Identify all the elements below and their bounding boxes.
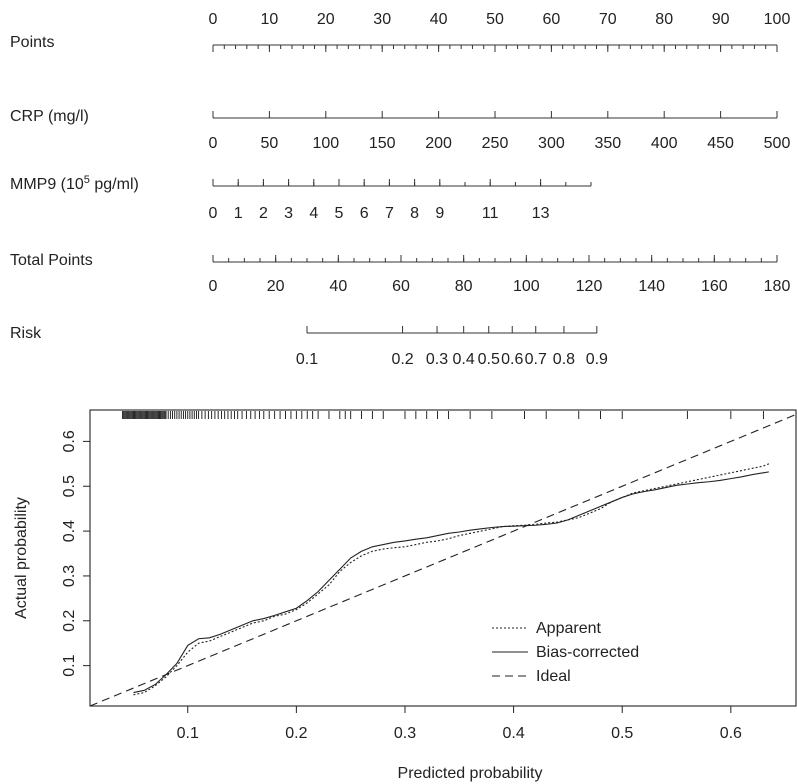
- nomogram-row-points: Points 0 10 20 30 40 50 60 70 80 90 100: [10, 11, 790, 52]
- nomogram-row-mmp9: MMP9 (105 pg/ml) 0 1 2 3 4 5 6 7 8 9 11 13: [10, 174, 592, 222]
- tick-label-risk: 0.2: [391, 351, 413, 368]
- legend-label: Ideal: [536, 668, 571, 685]
- tick-label-mmp9: 6: [360, 205, 369, 222]
- tick-label-crp: 200: [425, 135, 452, 152]
- x-tick-label: 0.1: [177, 725, 199, 742]
- tick-label-crp: 250: [482, 135, 509, 152]
- tick-label-mmp9: 4: [309, 205, 318, 222]
- tick-label-mmp9: 0: [209, 205, 218, 222]
- tick-label-total: 20: [267, 278, 285, 295]
- tick-label-points: 80: [655, 11, 673, 28]
- nomogram-row-risk: Risk 0.1 0.2 0.3 0.4 0.5 0.6 0.7 0.8 0.9: [10, 325, 608, 368]
- series-bias-corrected: [133, 471, 769, 694]
- tick-label-mmp9: 11: [482, 205, 499, 222]
- y-tick-label: 0.3: [61, 565, 78, 587]
- y-tick-label: 0.2: [61, 610, 78, 632]
- series-apparent: [133, 463, 770, 696]
- tick-label-total: 0: [209, 278, 218, 295]
- tick-label-points: 20: [317, 11, 335, 28]
- tick-label-crp: 350: [594, 135, 621, 152]
- tick-label-points: 70: [599, 11, 617, 28]
- series-ideal: [89, 413, 797, 707]
- nomogram-row-crp: CRP (mg/l) 0 50 100 150 200 250 300 350 400 450 500: [10, 108, 790, 152]
- nomogram-row-total: Total Points 0 20 40 60 80 100 120 140 160 180: [10, 252, 790, 295]
- y-tick-label: 0.1: [61, 654, 78, 676]
- row-label-mmp9: MMP9 (105 pg/ml): [10, 174, 139, 193]
- tick-label-crp: 500: [764, 135, 791, 152]
- y-tick-label: 0.4: [61, 520, 78, 542]
- tick-label-crp: 300: [538, 135, 565, 152]
- tick-label-risk: 0.3: [426, 351, 448, 368]
- tick-label-crp: 400: [651, 135, 678, 152]
- plot-frame: [89, 409, 797, 707]
- rug-marks: [122, 411, 764, 419]
- legend: Apparent Bias-corrected Ideal: [492, 620, 639, 685]
- tick-label-risk: 0.5: [478, 351, 500, 368]
- row-label-total: Total Points: [10, 252, 93, 269]
- tick-label-mmp9: 5: [335, 205, 344, 222]
- tick-label-points: 40: [430, 11, 448, 28]
- tick-label-risk: 0.8: [553, 351, 575, 368]
- y-axis-label: Actual probability: [13, 497, 30, 619]
- tick-label-mmp9: 7: [385, 205, 394, 222]
- tick-label-mmp9: 2: [259, 205, 268, 222]
- x-tick-label: 0.5: [611, 725, 633, 742]
- tick-label-total: 40: [329, 278, 347, 295]
- tick-label-risk: 0.9: [586, 351, 608, 368]
- x-axis-label: Predicted probability: [398, 765, 543, 782]
- tick-label-risk: 0.1: [296, 351, 318, 368]
- legend-label: Bias-corrected: [536, 644, 639, 661]
- series-lines: [89, 413, 797, 707]
- tick-label-mmp9: 1: [234, 205, 243, 222]
- tick-label-risk: 0.7: [525, 351, 547, 368]
- tick-label-total: 140: [638, 278, 665, 295]
- tick-label-points: 100: [764, 11, 791, 28]
- tick-label-crp: 100: [312, 135, 339, 152]
- tick-label-crp: 150: [369, 135, 396, 152]
- calibration-plot: 0.1 0.2 0.3 0.4 0.5 0.6 0.1 0.2 0.3 0.4 0.5 0.6 Pr…: [13, 409, 797, 782]
- row-label-points: Points: [10, 34, 54, 51]
- tick-label-points: 90: [712, 11, 730, 28]
- row-label-risk: Risk: [10, 325, 42, 342]
- tick-label-crp: 0: [209, 135, 218, 152]
- tick-label-points: 0: [209, 11, 218, 28]
- y-tick-label: 0.6: [61, 430, 78, 452]
- tick-label-crp: 450: [707, 135, 734, 152]
- tick-label-total: 120: [576, 278, 603, 295]
- tick-label-total: 100: [513, 278, 540, 295]
- row-label-crp: CRP (mg/l): [10, 108, 89, 125]
- tick-label-mmp9: 8: [410, 205, 419, 222]
- tick-label-total: 160: [701, 278, 728, 295]
- y-tick-label: 0.5: [61, 475, 78, 497]
- tick-label-mmp9: 3: [284, 205, 293, 222]
- x-tick-label: 0.2: [285, 725, 307, 742]
- tick-label-risk: 0.4: [453, 351, 475, 368]
- x-tick-label: 0.6: [720, 725, 742, 742]
- tick-label-total: 60: [392, 278, 410, 295]
- x-axis: 0.1 0.2 0.3 0.4 0.5 0.6: [177, 706, 742, 742]
- x-tick-label: 0.3: [394, 725, 416, 742]
- x-tick-label: 0.4: [502, 725, 524, 742]
- y-axis: 0.1 0.2 0.3 0.4 0.5 0.6: [61, 430, 90, 677]
- tick-label-risk: 0.6: [501, 351, 523, 368]
- tick-label-mmp9: 13: [532, 205, 550, 222]
- tick-label-mmp9: 9: [435, 205, 444, 222]
- tick-label-crp: 50: [261, 135, 279, 152]
- tick-label-points: 60: [543, 11, 561, 28]
- tick-label-total: 180: [764, 278, 791, 295]
- tick-label-total: 80: [455, 278, 473, 295]
- tick-label-points: 30: [373, 11, 391, 28]
- tick-label-points: 10: [261, 11, 279, 28]
- legend-label: Apparent: [536, 620, 601, 637]
- tick-label-points: 50: [486, 11, 504, 28]
